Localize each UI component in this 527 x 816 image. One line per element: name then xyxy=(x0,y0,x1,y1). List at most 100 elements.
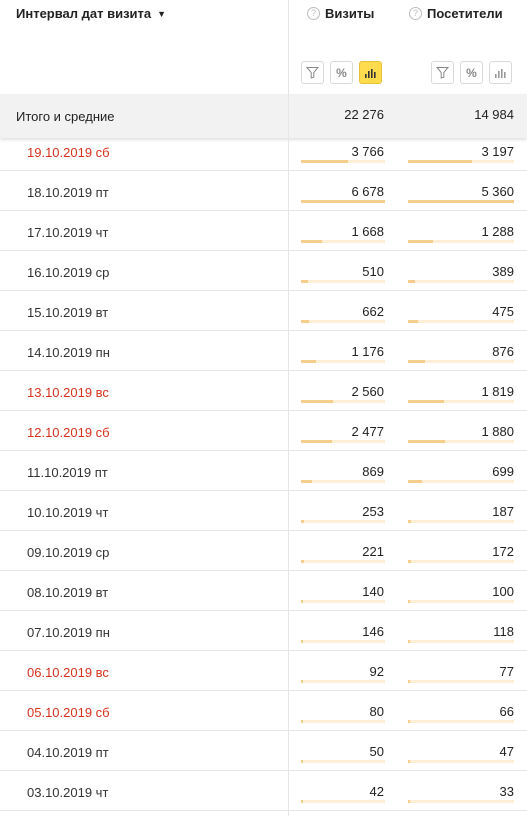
row-date[interactable]: 05.10.2019 сб xyxy=(27,705,110,720)
row-date[interactable]: 12.10.2019 сб xyxy=(27,425,110,440)
bar-chart-button[interactable] xyxy=(489,61,512,84)
visitors-share-fill xyxy=(408,440,446,443)
visitors-share-fill xyxy=(408,280,416,283)
row-date[interactable]: 11.10.2019 пт xyxy=(27,465,108,480)
row-date[interactable]: 10.10.2019 чт xyxy=(27,505,109,520)
table-row[interactable]: 13.10.2019 вс 2 560 1 819 xyxy=(0,371,527,411)
totals-visitors: 14 984 xyxy=(474,107,514,122)
table-row[interactable]: 11.10.2019 пт 869 699 xyxy=(0,451,527,491)
visitors-share-bar xyxy=(408,680,514,683)
visitors-share-fill xyxy=(408,400,445,403)
visitors-share-fill xyxy=(408,200,514,203)
table-row[interactable]: 09.10.2019 ср 221 172 xyxy=(0,531,527,571)
filter-button[interactable] xyxy=(301,61,324,84)
visitors-share-bar xyxy=(408,520,514,523)
column-divider xyxy=(288,0,289,816)
table-row[interactable]: 03.10.2019 чт 42 33 xyxy=(0,771,527,811)
visits-share-bar xyxy=(301,600,385,603)
visits-share-fill xyxy=(301,240,322,243)
visits-share-fill xyxy=(301,200,385,203)
visitors-share-bar xyxy=(408,480,514,483)
row-date[interactable]: 08.10.2019 вт xyxy=(27,585,109,600)
table-row[interactable]: 14.10.2019 пн 1 176 876 xyxy=(0,331,527,371)
table-row[interactable]: 16.10.2019 ср 510 389 xyxy=(0,251,527,291)
visits-share-bar xyxy=(301,280,385,283)
visits-share-fill xyxy=(301,520,305,523)
metric-header-label: Визиты xyxy=(325,6,375,21)
visits-share-bar xyxy=(301,520,385,523)
row-visitors: 66 xyxy=(499,704,514,719)
table-row[interactable]: 04.10.2019 пт 50 47 xyxy=(0,731,527,771)
table-row[interactable]: 15.10.2019 вт 662 475 xyxy=(0,291,527,331)
row-date[interactable]: 15.10.2019 вт xyxy=(27,305,109,320)
row-date[interactable]: 04.10.2019 пт xyxy=(27,745,109,760)
visitors-share-fill xyxy=(408,320,418,323)
help-icon[interactable]: ? xyxy=(307,7,320,20)
row-date[interactable]: 16.10.2019 ср xyxy=(27,265,110,280)
percent-button[interactable]: % xyxy=(460,61,483,84)
totals-label: Итого и средние xyxy=(16,109,115,124)
table-row[interactable]: 07.10.2019 пн 146 118 xyxy=(0,611,527,651)
data-rows: 19.10.2019 сб 3 766 3 197 18.10.2019 пт 6 67… xyxy=(0,131,527,811)
table-row[interactable]: 10.10.2019 чт 253 187 xyxy=(0,491,527,531)
sort-caret-icon: ▼ xyxy=(157,8,167,19)
row-visits: 80 xyxy=(369,704,384,719)
row-date[interactable]: 03.10.2019 чт xyxy=(27,785,109,800)
row-visitors: 100 xyxy=(492,584,514,599)
bar-chart-icon xyxy=(365,69,376,78)
visitors-share-fill xyxy=(408,240,434,243)
visits-share-bar xyxy=(301,160,385,163)
filter-button[interactable] xyxy=(431,61,454,84)
table-row[interactable]: 17.10.2019 чт 1 668 1 288 xyxy=(0,211,527,251)
visitors-share-bar xyxy=(408,200,514,203)
visits-share-fill xyxy=(301,480,312,483)
row-date[interactable]: 07.10.2019 пн xyxy=(27,625,110,640)
metric-header-visits[interactable]: ? Визиты xyxy=(307,6,374,21)
row-date[interactable]: 14.10.2019 пн xyxy=(27,345,110,360)
visitors-share-bar xyxy=(408,600,514,603)
visits-share-fill xyxy=(301,280,308,283)
totals-visits: 22 276 xyxy=(344,107,384,122)
table-row[interactable]: 06.10.2019 вс 92 77 xyxy=(0,651,527,691)
row-date[interactable]: 18.10.2019 пт xyxy=(27,185,109,200)
percent-icon: % xyxy=(466,65,477,80)
row-visits: 140 xyxy=(362,584,384,599)
visitors-share-bar xyxy=(408,400,514,403)
help-icon[interactable]: ? xyxy=(409,7,422,20)
dimension-header-sort[interactable]: Интервал дат визита ▼ xyxy=(16,6,166,21)
row-date[interactable]: 19.10.2019 сб xyxy=(27,145,110,160)
visits-share-fill xyxy=(301,440,333,443)
row-visitors: 1 288 xyxy=(481,224,514,239)
percent-icon: % xyxy=(336,65,347,80)
visitors-share-fill xyxy=(408,360,425,363)
table-row[interactable]: 08.10.2019 вт 140 100 xyxy=(0,571,527,611)
row-date[interactable]: 06.10.2019 вс xyxy=(27,665,109,680)
visitors-share-fill xyxy=(408,160,472,163)
table-row[interactable]: 19.10.2019 сб 3 766 3 197 xyxy=(0,131,527,171)
visits-share-bar xyxy=(301,200,385,203)
visitors-share-fill xyxy=(408,720,410,723)
table-row[interactable]: 12.10.2019 сб 2 477 1 880 xyxy=(0,411,527,451)
table-row[interactable]: 18.10.2019 пт 6 678 5 360 xyxy=(0,171,527,211)
visitors-column-tools: % xyxy=(431,61,512,84)
row-visitors: 5 360 xyxy=(481,184,514,199)
bar-chart-button[interactable] xyxy=(359,61,382,84)
visits-share-bar xyxy=(301,440,385,443)
row-visitors: 389 xyxy=(492,264,514,279)
visitors-share-bar xyxy=(408,720,514,723)
row-visitors: 475 xyxy=(492,304,514,319)
row-date[interactable]: 09.10.2019 ср xyxy=(27,545,110,560)
row-visitors: 3 197 xyxy=(481,144,514,159)
row-date[interactable]: 17.10.2019 чт xyxy=(27,225,109,240)
visits-share-fill xyxy=(301,160,349,163)
row-date[interactable]: 13.10.2019 вс xyxy=(27,385,109,400)
visitors-share-fill xyxy=(408,480,422,483)
visits-share-fill xyxy=(301,800,303,803)
row-visitors: 876 xyxy=(492,344,514,359)
percent-button[interactable]: % xyxy=(330,61,353,84)
metric-header-visitors[interactable]: ? Посетители xyxy=(409,6,503,21)
table-row[interactable]: 05.10.2019 сб 80 66 xyxy=(0,691,527,731)
visits-column-tools: % xyxy=(301,61,382,84)
visits-share-fill xyxy=(301,360,317,363)
table-header: Интервал дат визита ▼ ? Визиты ? Посетит… xyxy=(0,0,527,94)
